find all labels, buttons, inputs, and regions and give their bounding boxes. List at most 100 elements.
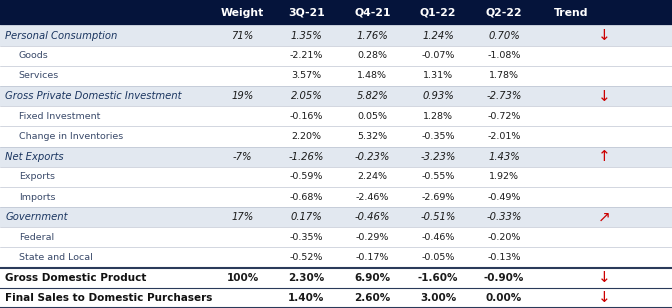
Text: -2.69%: -2.69%: [421, 192, 455, 201]
Text: Fixed Investment: Fixed Investment: [19, 112, 100, 121]
Bar: [0, 46, 672, 66]
Text: 0.00%: 0.00%: [486, 293, 522, 303]
Text: -0.51%: -0.51%: [421, 212, 456, 222]
Text: -3.23%: -3.23%: [421, 152, 456, 162]
Text: 1.43%: 1.43%: [488, 152, 520, 162]
Text: 2.24%: 2.24%: [358, 172, 387, 181]
Text: -2.21%: -2.21%: [290, 51, 323, 60]
Text: Gross Private Domestic Investment: Gross Private Domestic Investment: [5, 91, 182, 101]
Text: -0.07%: -0.07%: [421, 51, 455, 60]
Bar: [0, 86, 672, 106]
Text: 71%: 71%: [231, 30, 254, 41]
Bar: [0, 147, 672, 167]
Text: 1.40%: 1.40%: [288, 293, 325, 303]
Bar: [0, 126, 672, 147]
Text: -1.60%: -1.60%: [418, 273, 458, 283]
Bar: [0, 268, 672, 288]
Text: Trend: Trend: [554, 8, 588, 18]
Text: -0.13%: -0.13%: [487, 253, 521, 262]
Text: 0.17%: 0.17%: [290, 212, 323, 222]
Text: Q4-21: Q4-21: [354, 8, 390, 18]
Text: 3.00%: 3.00%: [420, 293, 456, 303]
Text: -0.52%: -0.52%: [290, 253, 323, 262]
Text: Change in Inventories: Change in Inventories: [19, 132, 123, 141]
Text: 3.57%: 3.57%: [292, 71, 321, 80]
Text: Goods: Goods: [19, 51, 48, 60]
Text: -2.73%: -2.73%: [487, 91, 521, 101]
Text: 0.05%: 0.05%: [358, 112, 387, 121]
Text: Q1-22: Q1-22: [420, 8, 456, 18]
Text: Government: Government: [5, 212, 68, 222]
Text: 0.93%: 0.93%: [422, 91, 454, 101]
Text: 2.60%: 2.60%: [354, 293, 390, 303]
Text: -0.68%: -0.68%: [290, 192, 323, 201]
Bar: [0, 227, 672, 247]
Text: 5.82%: 5.82%: [356, 91, 388, 101]
Bar: [0, 66, 672, 86]
Text: -1.08%: -1.08%: [487, 51, 521, 60]
Text: 1.24%: 1.24%: [422, 30, 454, 41]
Text: ↗: ↗: [598, 210, 611, 225]
Text: 1.92%: 1.92%: [489, 172, 519, 181]
Text: -0.35%: -0.35%: [290, 233, 323, 242]
Text: 3Q-21: 3Q-21: [288, 8, 325, 18]
Text: -2.46%: -2.46%: [355, 192, 389, 201]
Text: -2.01%: -2.01%: [487, 132, 521, 141]
Text: 1.48%: 1.48%: [358, 71, 387, 80]
Text: Net Exports: Net Exports: [5, 152, 64, 162]
Text: -0.46%: -0.46%: [421, 233, 455, 242]
Text: 1.35%: 1.35%: [290, 30, 323, 41]
Text: -0.16%: -0.16%: [290, 112, 323, 121]
Text: -0.55%: -0.55%: [421, 172, 455, 181]
Text: 100%: 100%: [226, 273, 259, 283]
Text: Personal Consumption: Personal Consumption: [5, 30, 118, 41]
Text: 17%: 17%: [231, 212, 254, 222]
Text: 1.76%: 1.76%: [356, 30, 388, 41]
Text: -0.90%: -0.90%: [484, 273, 524, 283]
Text: -0.35%: -0.35%: [421, 132, 455, 141]
Text: Exports: Exports: [19, 172, 55, 181]
Text: 2.30%: 2.30%: [288, 273, 325, 283]
Text: ↓: ↓: [598, 28, 611, 43]
Text: 1.31%: 1.31%: [423, 71, 453, 80]
Text: ↓: ↓: [598, 290, 611, 306]
Bar: [0, 106, 672, 126]
Text: -0.72%: -0.72%: [487, 112, 521, 121]
Bar: [0, 288, 672, 308]
Text: ↓: ↓: [598, 270, 611, 285]
Bar: [0, 167, 672, 187]
Text: -7%: -7%: [233, 152, 253, 162]
Text: 1.78%: 1.78%: [489, 71, 519, 80]
Text: -0.29%: -0.29%: [355, 233, 389, 242]
Bar: [0, 0, 672, 26]
Bar: [0, 187, 672, 207]
Text: Federal: Federal: [19, 233, 54, 242]
Text: 1.28%: 1.28%: [423, 112, 453, 121]
Text: 6.90%: 6.90%: [354, 273, 390, 283]
Text: -0.23%: -0.23%: [355, 152, 390, 162]
Bar: [0, 207, 672, 227]
Text: -1.26%: -1.26%: [289, 152, 324, 162]
Text: -0.20%: -0.20%: [487, 233, 521, 242]
Text: Final Sales to Domestic Purchasers: Final Sales to Domestic Purchasers: [5, 293, 213, 303]
Text: -0.59%: -0.59%: [290, 172, 323, 181]
Text: ↓: ↓: [598, 89, 611, 103]
Text: 19%: 19%: [231, 91, 254, 101]
Text: 5.32%: 5.32%: [358, 132, 387, 141]
Text: State and Local: State and Local: [19, 253, 93, 262]
Text: -0.17%: -0.17%: [355, 253, 389, 262]
Text: 2.20%: 2.20%: [292, 132, 321, 141]
Text: -0.46%: -0.46%: [355, 212, 390, 222]
Text: 0.70%: 0.70%: [488, 30, 520, 41]
Text: Weight: Weight: [221, 8, 264, 18]
Text: 2.05%: 2.05%: [290, 91, 323, 101]
Text: -0.05%: -0.05%: [421, 253, 455, 262]
Text: Imports: Imports: [19, 192, 55, 201]
Text: Gross Domestic Product: Gross Domestic Product: [5, 273, 146, 283]
Bar: [0, 26, 672, 46]
Text: Services: Services: [19, 71, 59, 80]
Text: -0.49%: -0.49%: [487, 192, 521, 201]
Text: ↑: ↑: [598, 149, 611, 164]
Bar: [0, 247, 672, 268]
Text: -0.33%: -0.33%: [487, 212, 521, 222]
